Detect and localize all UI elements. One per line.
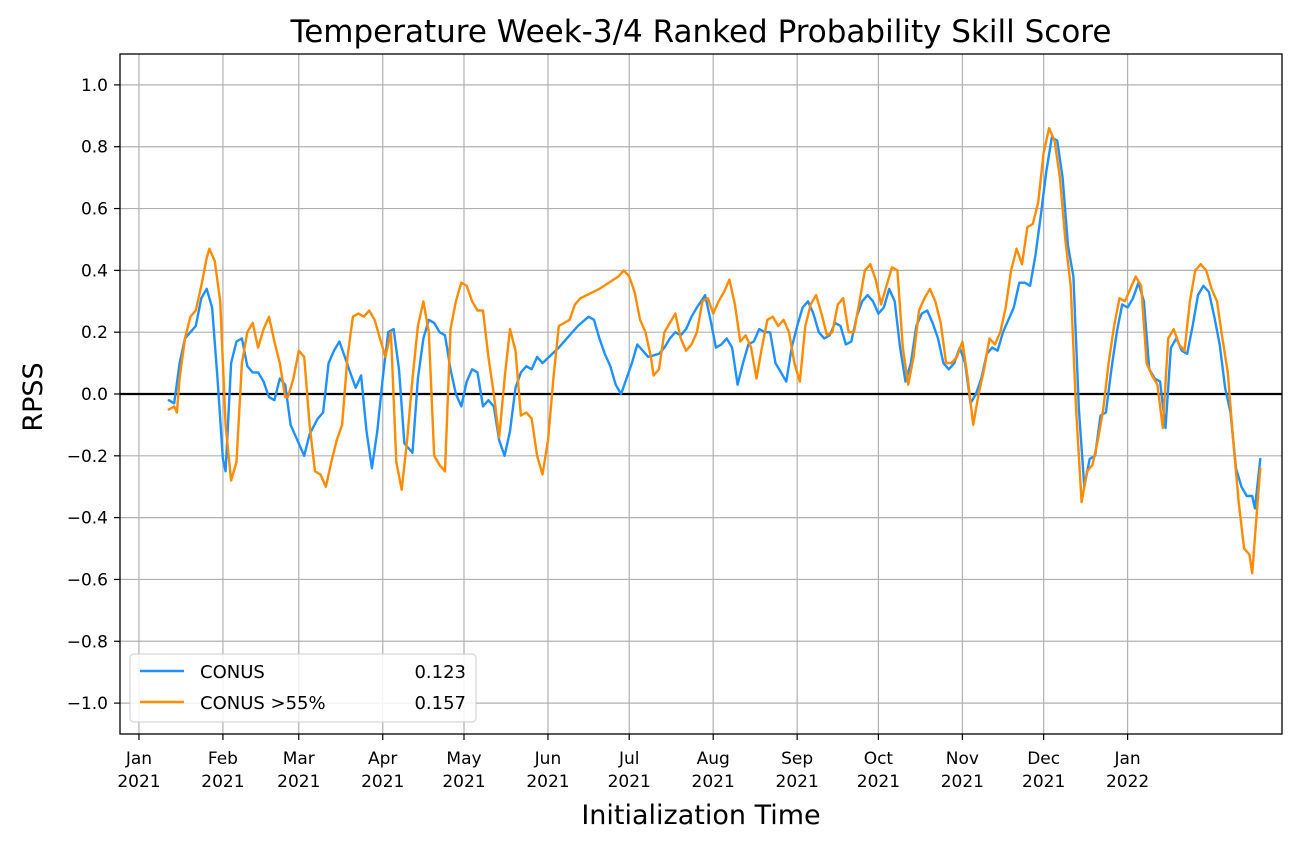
x-tick-label-year: 2021 [277,772,320,792]
x-tick-label-month: Oct [864,749,894,769]
x-tick-label-month: Dec [1027,749,1060,769]
legend-value-conus: 0.123 [414,662,466,683]
x-tick-label-year: 2021 [692,772,735,792]
y-axis-label: RPSS [18,362,49,431]
y-axis-ticks: −1.0 −0.8 −0.6 −0.4 −0.2 0.0 0.2 0.4 0.6 0.8 1.0 [67,76,120,714]
x-tick-label-month: Apr [368,749,397,769]
y-tick-label: −1.0 [67,694,108,714]
y-tick-label: −0.6 [67,570,108,590]
x-tick-label-month: Jan [125,749,152,769]
x-tick-label-month: Aug [697,749,730,769]
x-tick-label-month: Feb [208,749,238,769]
x-tick-label-year: 2021 [1022,772,1065,792]
x-tick-label-year: 2021 [442,772,485,792]
x-axis-label: Initialization Time [581,800,820,831]
y-tick-label: 0.0 [81,385,108,405]
series-line-conus-55 [167,126,1262,575]
y-tick-label: 0.6 [81,200,108,220]
x-tick-label-year: 2022 [1106,772,1149,792]
legend-value-conus-55: 0.157 [414,693,466,714]
x-tick-label-year: 2021 [776,772,819,792]
x-tick-label-month: Nov [946,749,979,769]
x-axis-ticks: Jan 2021 Feb 2021 Mar 2021 Apr 2021 May 2021 Jun 20… [117,734,1149,792]
series-lines [167,126,1262,575]
x-tick-label-month: Sep [781,749,813,769]
legend-label-conus: CONUS [200,662,265,683]
legend: CONUS 0.123 CONUS >55% 0.157 [129,653,477,723]
x-tick-label-month: Jun [534,749,562,769]
x-tick-label-month: Jan [1113,749,1140,769]
x-tick-label-month: May [446,749,481,769]
y-tick-label: 0.8 [81,138,108,158]
y-tick-label: −0.8 [67,632,108,652]
x-tick-label-year: 2021 [526,772,569,792]
chart-title: Temperature Week-3/4 Ranked Probability … [290,14,1112,50]
y-tick-label: 0.4 [81,261,108,281]
legend-box [129,653,477,723]
x-tick-label-year: 2021 [941,772,984,792]
x-tick-label-month: Jul [618,749,640,769]
y-tick-label: −0.2 [67,447,108,467]
y-tick-label: 0.2 [81,323,108,343]
x-tick-label-year: 2021 [857,772,900,792]
x-tick-label-year: 2021 [608,772,651,792]
x-tick-label-year: 2021 [361,772,404,792]
y-tick-label: −0.4 [67,509,108,529]
y-tick-label: 1.0 [81,76,108,96]
x-tick-label-month: Mar [283,749,315,769]
x-tick-label-year: 2021 [117,772,160,792]
x-tick-label-year: 2021 [201,772,244,792]
legend-label-conus-55: CONUS >55% [200,693,326,714]
